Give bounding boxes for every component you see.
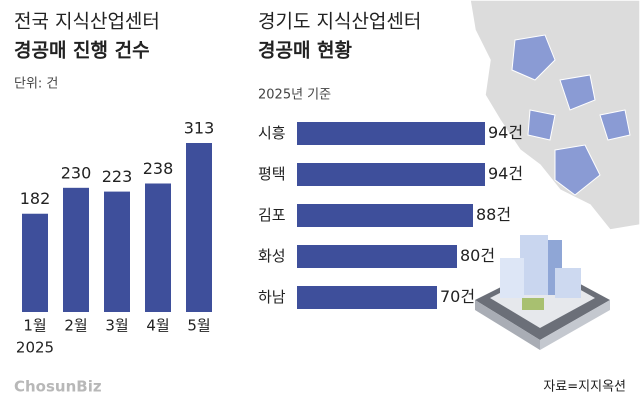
x-tick-label: 3월: [105, 317, 128, 335]
source: 자료=지지옥션: [543, 380, 626, 395]
map: [469, 0, 640, 231]
y-tick-label: 시흥: [258, 124, 286, 142]
x-tick-label: 2월: [64, 317, 87, 335]
building: [555, 268, 581, 298]
value-label: 313: [184, 119, 215, 138]
unit-note: 단위: 건: [14, 77, 58, 92]
value-label: 70건: [440, 287, 475, 306]
bar: [22, 213, 48, 312]
map-highlight: [559, 74, 596, 111]
bar: [297, 245, 457, 268]
date-note: 2025년 기준: [258, 88, 331, 103]
value-label: 238: [143, 159, 174, 178]
city-illustration: [475, 235, 610, 350]
map-highlight: [527, 109, 556, 141]
chart-subtitle: 경공매 현황: [258, 39, 353, 62]
park: [522, 298, 544, 310]
value-label: 80건: [460, 246, 495, 265]
value-label: 94건: [488, 164, 523, 183]
value-label: 94건: [488, 123, 523, 142]
bar: [63, 187, 89, 312]
building: [500, 258, 524, 298]
y-tick-label: 평택: [258, 165, 286, 183]
x-tick-label: 5월: [187, 317, 210, 335]
y-tick-label: 김포: [258, 206, 286, 224]
value-label: 88건: [476, 205, 511, 224]
year-label: 2025: [16, 339, 54, 357]
x-tick-label: 4월: [146, 317, 169, 335]
bar: [297, 204, 473, 227]
chart-title: 경기도 지식산업센터: [258, 11, 421, 33]
value-label: 230: [61, 163, 92, 182]
value-label: 223: [102, 167, 133, 186]
bar: [145, 183, 171, 312]
map-highlight: [511, 34, 556, 81]
chart-title: 전국 지식산업센터: [14, 11, 160, 33]
x-tick-label: 1월: [23, 317, 46, 335]
map-highlight: [599, 109, 631, 141]
bar: [297, 163, 485, 186]
y-tick-label: 화성: [258, 247, 286, 265]
road-side: [540, 300, 610, 350]
road-side: [475, 300, 540, 350]
bar: [104, 191, 130, 312]
bar: [297, 122, 485, 145]
map-highlight: [554, 144, 601, 196]
bar: [186, 143, 212, 312]
y-tick-label: 하남: [258, 288, 286, 306]
logo: ChosunBiz: [14, 378, 102, 396]
value-label: 182: [20, 189, 51, 208]
building: [520, 235, 548, 295]
chart-subtitle: 경공매 진행 건수: [14, 40, 150, 62]
bar: [297, 286, 437, 309]
